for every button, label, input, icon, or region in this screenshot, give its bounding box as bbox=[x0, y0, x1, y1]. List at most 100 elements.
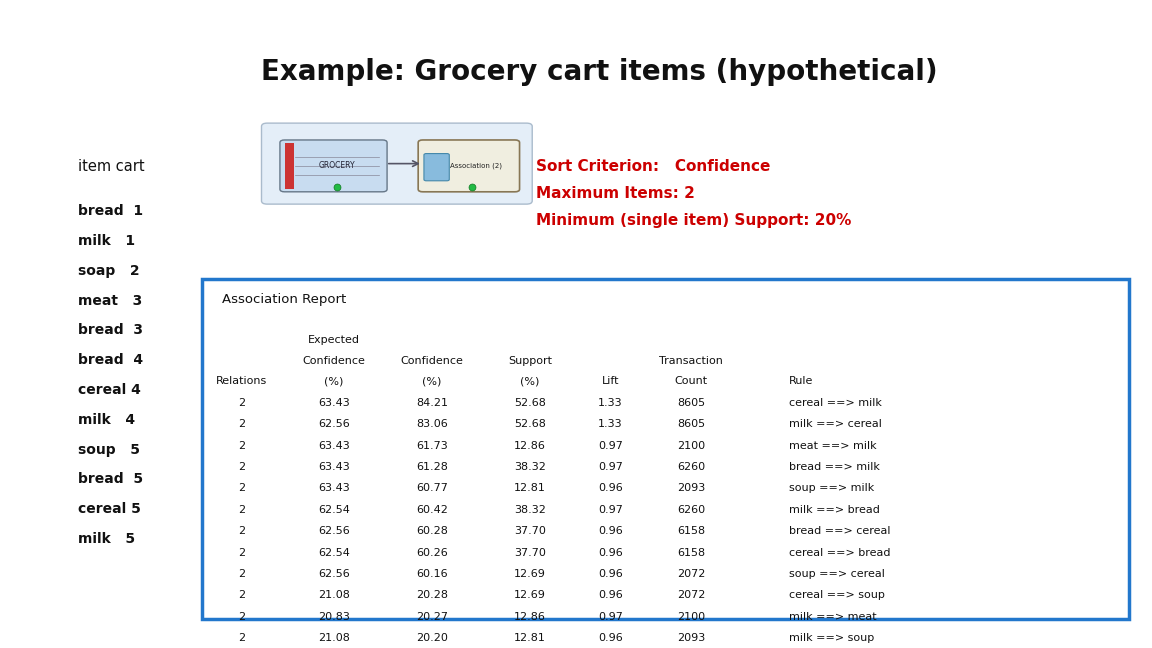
Text: 2: 2 bbox=[238, 633, 245, 643]
Text: 20.28: 20.28 bbox=[416, 590, 448, 600]
Text: 6158: 6158 bbox=[677, 548, 705, 557]
FancyBboxPatch shape bbox=[424, 154, 449, 181]
Text: 60.28: 60.28 bbox=[416, 526, 448, 536]
Text: soup ==> cereal: soup ==> cereal bbox=[789, 569, 885, 579]
Text: Association Report: Association Report bbox=[222, 293, 347, 306]
Text: (%): (%) bbox=[325, 376, 343, 386]
Text: 60.16: 60.16 bbox=[416, 569, 448, 579]
Text: 2100: 2100 bbox=[677, 612, 705, 621]
Text: 6260: 6260 bbox=[677, 462, 705, 472]
Text: 0.97: 0.97 bbox=[598, 441, 623, 450]
Text: item cart: item cart bbox=[78, 159, 145, 174]
Text: Minimum (single item) Support: 20%: Minimum (single item) Support: 20% bbox=[536, 213, 851, 228]
Text: 63.43: 63.43 bbox=[318, 483, 350, 493]
Text: meat ==> milk: meat ==> milk bbox=[789, 441, 877, 450]
Text: 20.27: 20.27 bbox=[416, 612, 448, 621]
Text: 8605: 8605 bbox=[677, 419, 705, 429]
Text: cereal ==> milk: cereal ==> milk bbox=[789, 398, 882, 408]
Text: soup   5: soup 5 bbox=[78, 443, 141, 457]
Text: 62.54: 62.54 bbox=[318, 548, 350, 557]
Text: 62.56: 62.56 bbox=[318, 569, 350, 579]
Text: milk   5: milk 5 bbox=[78, 532, 136, 546]
Text: 62.56: 62.56 bbox=[318, 419, 350, 429]
Text: milk ==> soup: milk ==> soup bbox=[789, 633, 874, 643]
Text: Support: Support bbox=[508, 356, 552, 365]
Text: 2093: 2093 bbox=[677, 633, 705, 643]
Text: 2: 2 bbox=[238, 462, 245, 472]
Text: 0.97: 0.97 bbox=[598, 505, 623, 515]
Text: 61.28: 61.28 bbox=[416, 462, 448, 472]
Text: 2: 2 bbox=[238, 526, 245, 536]
Text: 0.97: 0.97 bbox=[598, 612, 623, 621]
Text: Lift: Lift bbox=[601, 376, 620, 386]
Text: 12.69: 12.69 bbox=[514, 569, 546, 579]
Text: 6260: 6260 bbox=[677, 505, 705, 515]
Text: cereal 4: cereal 4 bbox=[78, 383, 142, 397]
Text: 21.08: 21.08 bbox=[318, 590, 350, 600]
Text: 38.32: 38.32 bbox=[514, 505, 546, 515]
Text: milk ==> meat: milk ==> meat bbox=[789, 612, 877, 621]
Text: 0.96: 0.96 bbox=[598, 526, 623, 536]
Text: 84.21: 84.21 bbox=[416, 398, 448, 408]
Text: 83.06: 83.06 bbox=[416, 419, 448, 429]
Text: bread  1: bread 1 bbox=[78, 204, 144, 218]
Text: 62.54: 62.54 bbox=[318, 505, 350, 515]
Text: 21.08: 21.08 bbox=[318, 633, 350, 643]
Text: 6158: 6158 bbox=[677, 526, 705, 536]
Text: 52.68: 52.68 bbox=[514, 419, 546, 429]
Text: Relations: Relations bbox=[217, 376, 267, 386]
Text: 0.96: 0.96 bbox=[598, 569, 623, 579]
Text: 20.20: 20.20 bbox=[416, 633, 448, 643]
Text: Rule: Rule bbox=[789, 376, 813, 386]
Text: 2: 2 bbox=[238, 569, 245, 579]
Text: bread  4: bread 4 bbox=[78, 353, 144, 367]
Text: soup ==> milk: soup ==> milk bbox=[789, 483, 874, 493]
Text: Association (2): Association (2) bbox=[449, 163, 502, 169]
Bar bbox=[202, 279, 1129, 619]
Text: Confidence: Confidence bbox=[401, 356, 463, 365]
Text: (%): (%) bbox=[423, 376, 441, 386]
Text: 2: 2 bbox=[238, 612, 245, 621]
Text: meat   3: meat 3 bbox=[78, 294, 143, 308]
Text: bread  5: bread 5 bbox=[78, 472, 144, 487]
Text: cereal 5: cereal 5 bbox=[78, 502, 142, 516]
Text: 61.73: 61.73 bbox=[416, 441, 448, 450]
Text: 38.32: 38.32 bbox=[514, 462, 546, 472]
Text: 0.97: 0.97 bbox=[598, 462, 623, 472]
Text: milk ==> cereal: milk ==> cereal bbox=[789, 419, 882, 429]
Text: 2072: 2072 bbox=[677, 569, 705, 579]
Text: 63.43: 63.43 bbox=[318, 398, 350, 408]
Text: Sort Criterion:   Confidence: Sort Criterion: Confidence bbox=[536, 159, 770, 174]
Text: bread ==> milk: bread ==> milk bbox=[789, 462, 880, 472]
Text: 63.43: 63.43 bbox=[318, 462, 350, 472]
Text: bread  3: bread 3 bbox=[78, 323, 143, 338]
Text: 2100: 2100 bbox=[677, 441, 705, 450]
Text: 2: 2 bbox=[238, 483, 245, 493]
Text: 60.26: 60.26 bbox=[416, 548, 448, 557]
Text: 12.81: 12.81 bbox=[514, 633, 546, 643]
Text: 12.86: 12.86 bbox=[514, 441, 546, 450]
Text: 2072: 2072 bbox=[677, 590, 705, 600]
Text: 2: 2 bbox=[238, 548, 245, 557]
Text: 1.33: 1.33 bbox=[598, 419, 623, 429]
Text: 12.81: 12.81 bbox=[514, 483, 546, 493]
Text: 62.56: 62.56 bbox=[318, 526, 350, 536]
Text: milk   1: milk 1 bbox=[78, 234, 136, 248]
Text: 2: 2 bbox=[238, 590, 245, 600]
Text: 1.33: 1.33 bbox=[598, 398, 623, 408]
FancyBboxPatch shape bbox=[280, 140, 387, 192]
Text: cereal ==> bread: cereal ==> bread bbox=[789, 548, 890, 557]
Text: 63.43: 63.43 bbox=[318, 441, 350, 450]
FancyBboxPatch shape bbox=[262, 123, 532, 204]
Text: 37.70: 37.70 bbox=[514, 526, 546, 536]
Text: 60.42: 60.42 bbox=[416, 505, 448, 515]
Text: 12.69: 12.69 bbox=[514, 590, 546, 600]
Text: milk   4: milk 4 bbox=[78, 413, 136, 427]
FancyBboxPatch shape bbox=[418, 140, 520, 192]
Text: 2093: 2093 bbox=[677, 483, 705, 493]
Text: 0.96: 0.96 bbox=[598, 483, 623, 493]
Text: GROCERY: GROCERY bbox=[319, 161, 355, 170]
Text: cereal ==> soup: cereal ==> soup bbox=[789, 590, 885, 600]
Text: Expected: Expected bbox=[308, 335, 361, 345]
Text: bread ==> cereal: bread ==> cereal bbox=[789, 526, 890, 536]
